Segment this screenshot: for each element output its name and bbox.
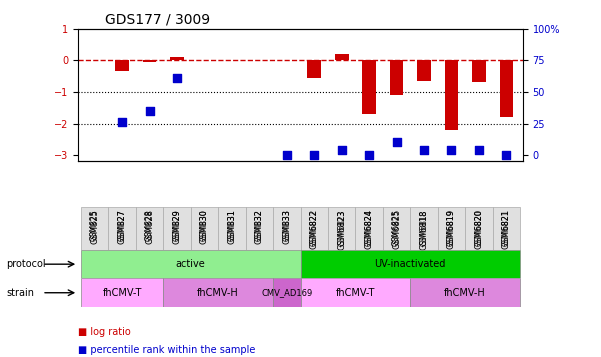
FancyBboxPatch shape <box>191 207 218 250</box>
Bar <box>115 60 129 71</box>
FancyBboxPatch shape <box>81 207 108 250</box>
Text: GSM6823: GSM6823 <box>337 209 346 246</box>
FancyBboxPatch shape <box>108 207 136 250</box>
Text: GSM830: GSM830 <box>200 209 209 241</box>
FancyBboxPatch shape <box>465 207 493 250</box>
Text: GSM6819: GSM6819 <box>447 209 456 250</box>
Text: fhCMV-T: fhCMV-T <box>102 288 142 298</box>
Bar <box>170 57 184 60</box>
Text: GSM833: GSM833 <box>282 209 291 244</box>
Point <box>502 152 511 158</box>
Point <box>447 147 456 153</box>
Text: active: active <box>176 259 206 269</box>
Bar <box>417 60 431 81</box>
Text: GSM833: GSM833 <box>282 209 291 241</box>
FancyBboxPatch shape <box>300 278 410 307</box>
Text: GSM6818: GSM6818 <box>419 209 429 246</box>
FancyBboxPatch shape <box>163 278 273 307</box>
Bar <box>142 60 156 62</box>
Text: GSM831: GSM831 <box>227 209 236 241</box>
Text: GSM6822: GSM6822 <box>310 209 319 250</box>
Bar <box>472 60 486 82</box>
Text: GSM6823: GSM6823 <box>337 209 346 250</box>
Point <box>364 152 374 158</box>
FancyBboxPatch shape <box>163 207 191 250</box>
Text: CMV_AD169: CMV_AD169 <box>261 288 313 297</box>
Text: GSM828: GSM828 <box>145 209 154 244</box>
Bar <box>335 54 349 60</box>
Text: GSM827: GSM827 <box>118 209 127 244</box>
FancyBboxPatch shape <box>328 207 355 250</box>
Text: GSM827: GSM827 <box>118 209 127 241</box>
Text: GSM829: GSM829 <box>172 209 182 241</box>
FancyBboxPatch shape <box>493 207 520 250</box>
Point <box>392 140 401 145</box>
Point <box>145 108 154 114</box>
Bar <box>307 60 321 77</box>
FancyBboxPatch shape <box>273 207 300 250</box>
FancyBboxPatch shape <box>246 207 273 250</box>
Point <box>172 75 182 80</box>
Text: GSM825: GSM825 <box>90 209 99 244</box>
Text: GSM832: GSM832 <box>255 209 264 241</box>
Text: ■ percentile rank within the sample: ■ percentile rank within the sample <box>78 345 255 355</box>
Text: GDS177 / 3009: GDS177 / 3009 <box>105 12 210 26</box>
Bar <box>389 60 403 95</box>
FancyBboxPatch shape <box>273 278 300 307</box>
Text: UV-inactivated: UV-inactivated <box>374 259 446 269</box>
Text: GSM6820: GSM6820 <box>474 209 483 250</box>
Bar <box>445 60 459 130</box>
Text: GSM829: GSM829 <box>172 209 182 244</box>
Text: GSM832: GSM832 <box>255 209 264 244</box>
Point <box>474 147 484 153</box>
Bar <box>362 60 376 114</box>
FancyBboxPatch shape <box>410 207 438 250</box>
Point <box>419 147 429 153</box>
Text: protocol: protocol <box>6 259 46 269</box>
Text: GSM6820: GSM6820 <box>474 209 483 246</box>
Bar <box>499 60 513 117</box>
FancyBboxPatch shape <box>300 207 328 250</box>
Text: ■ log ratio: ■ log ratio <box>78 327 131 337</box>
Point <box>337 147 347 153</box>
Text: GSM828: GSM828 <box>145 209 154 241</box>
FancyBboxPatch shape <box>438 207 465 250</box>
Point <box>117 119 127 125</box>
Text: GSM6825: GSM6825 <box>392 209 401 246</box>
Point <box>310 152 319 158</box>
FancyBboxPatch shape <box>81 250 300 278</box>
Text: GSM6822: GSM6822 <box>310 209 319 246</box>
Text: GSM825: GSM825 <box>90 209 99 241</box>
Text: GSM6825: GSM6825 <box>392 209 401 250</box>
FancyBboxPatch shape <box>300 250 520 278</box>
Text: GSM6818: GSM6818 <box>419 209 429 250</box>
Point <box>282 152 291 158</box>
Text: GSM6824: GSM6824 <box>365 209 374 246</box>
Text: GSM830: GSM830 <box>200 209 209 244</box>
FancyBboxPatch shape <box>355 207 383 250</box>
Text: GSM831: GSM831 <box>227 209 236 244</box>
Text: fhCMV-T: fhCMV-T <box>336 288 375 298</box>
Text: GSM6824: GSM6824 <box>365 209 374 250</box>
FancyBboxPatch shape <box>383 207 410 250</box>
FancyBboxPatch shape <box>136 207 163 250</box>
FancyBboxPatch shape <box>218 207 246 250</box>
FancyBboxPatch shape <box>410 278 520 307</box>
Text: GSM6819: GSM6819 <box>447 209 456 246</box>
FancyBboxPatch shape <box>81 278 163 307</box>
Text: fhCMV-H: fhCMV-H <box>444 288 486 298</box>
Text: GSM6821: GSM6821 <box>502 209 511 250</box>
Text: GSM6821: GSM6821 <box>502 209 511 246</box>
Text: strain: strain <box>6 288 34 298</box>
Text: fhCMV-H: fhCMV-H <box>197 288 239 298</box>
